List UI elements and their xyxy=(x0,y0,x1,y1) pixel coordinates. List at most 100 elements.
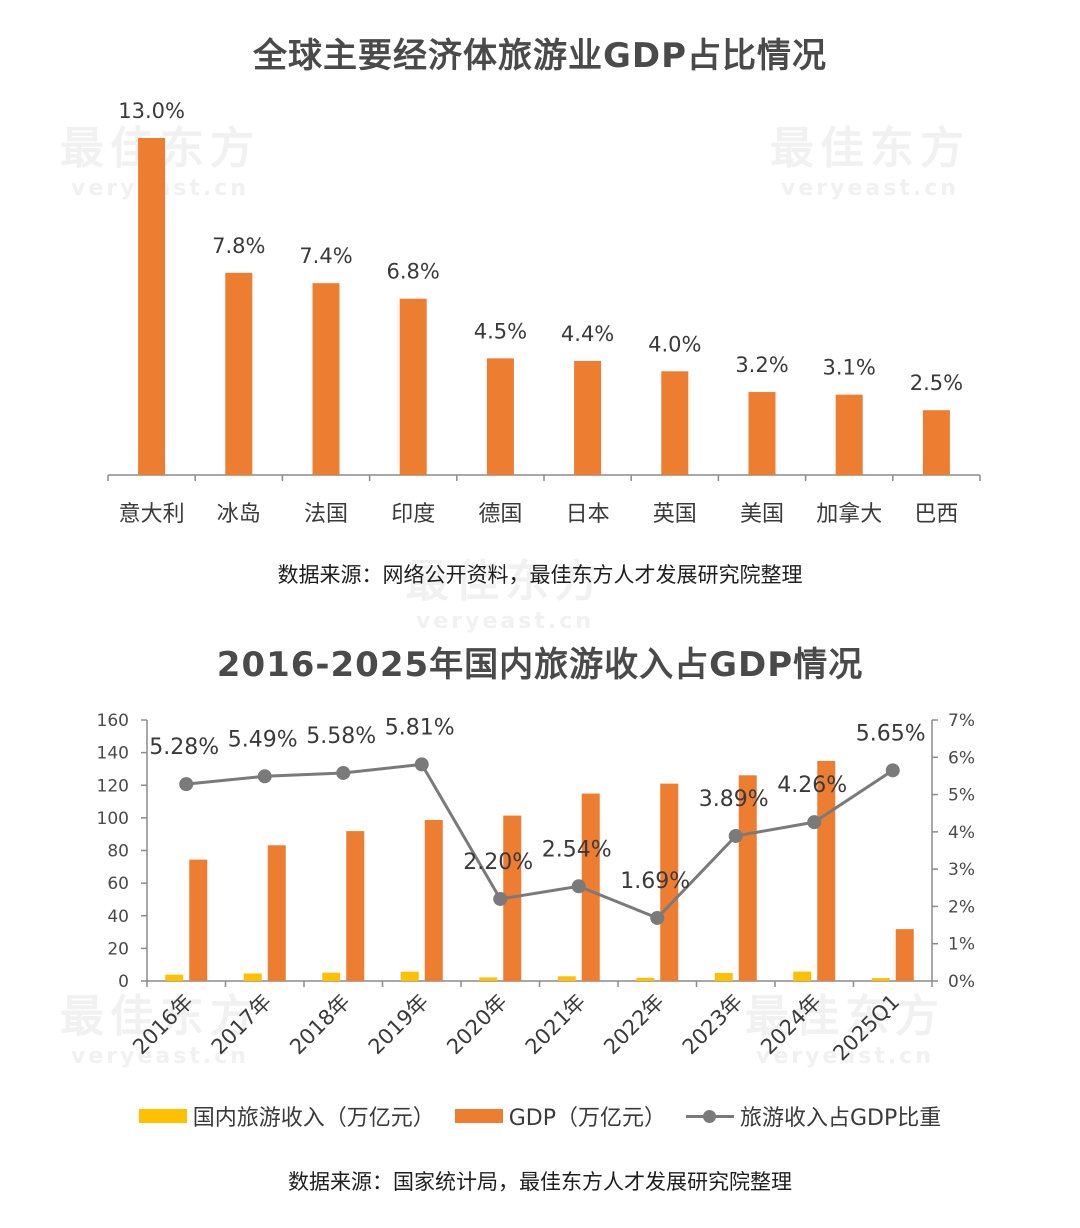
chart2-right-tick-label: 7% xyxy=(948,711,975,731)
chart2-ratio-point xyxy=(571,879,586,894)
chart2-category-label: 2017年 xyxy=(207,990,277,1060)
chart2-right-tick-label: 2% xyxy=(948,897,975,917)
chart2-bar-tourism-income xyxy=(243,973,262,981)
chart2-left-tick-label: 120 xyxy=(97,776,129,796)
chart2-title: 2016-2025年国内旅游收入占GDP情况 xyxy=(216,645,864,685)
chart2-category-label: 2025Q1 xyxy=(828,990,904,1066)
chart2-category-label: 2021年 xyxy=(521,990,591,1060)
chart2-right-tick-label: 3% xyxy=(948,860,975,880)
chart2-ratio-label: 3.89% xyxy=(699,787,769,812)
chart2-ratio-point xyxy=(493,891,508,906)
chart1-bar xyxy=(399,298,427,475)
chart2-right-tick-label: 1% xyxy=(948,935,975,955)
chart1-category-label: 印度 xyxy=(391,502,435,527)
chart2-right-tick-label: 4% xyxy=(948,823,975,843)
chart2-bar-tourism-income xyxy=(871,978,890,981)
chart1-category-label: 美国 xyxy=(740,502,784,527)
chart2-bar-tourism-income xyxy=(793,971,812,981)
chart1-bar xyxy=(661,371,689,475)
chart2-bar-tourism-income xyxy=(714,973,733,981)
chart2-left-tick-label: 140 xyxy=(97,744,129,764)
chart2-ratio-label: 5.65% xyxy=(856,721,926,746)
chart1-category-label: 法国 xyxy=(304,502,348,527)
chart2-right-tick-label: 5% xyxy=(948,786,975,806)
chart2-left-tick-label: 160 xyxy=(97,711,129,731)
legend-item-ratio: 旅游收入占GDP比重 xyxy=(686,1100,941,1132)
chart1-data-label: 4.5% xyxy=(474,319,527,343)
chart1-source: 数据来源：网络公开资料，最佳东方人才发展研究院整理 xyxy=(277,563,803,587)
chart2-bar-gdp xyxy=(424,819,443,981)
legend-label: GDP（万亿元） xyxy=(508,1106,666,1131)
chart1-data-label: 3.2% xyxy=(735,353,788,377)
chart2-bar-tourism-income xyxy=(322,972,341,981)
chart2-ratio-label: 4.26% xyxy=(777,773,847,798)
chart2-bar-gdp xyxy=(346,831,365,981)
chart2-category-label: 2020年 xyxy=(442,990,512,1060)
chart2-right-tick-label: 6% xyxy=(948,748,975,768)
legend-item-tourism-income: 国内旅游收入（万亿元） xyxy=(138,1100,435,1132)
chart1-title: 全球主要经济体旅游业GDP占比情况 xyxy=(252,36,828,76)
chart1-data-label: 7.4% xyxy=(299,244,352,268)
legend-swatch-line xyxy=(686,1109,734,1123)
chart1-bar xyxy=(225,272,253,475)
chart1-bar xyxy=(748,392,776,475)
chart2-bar-tourism-income xyxy=(557,976,576,981)
chart2-left-tick-label: 40 xyxy=(107,907,129,927)
chart2-ratio-line xyxy=(186,762,894,920)
chart1-data-label: 2.5% xyxy=(910,371,963,395)
chart1-data-label: 13.0% xyxy=(118,99,185,123)
chart2-left-tick-label: 0 xyxy=(118,972,129,992)
legend-label: 国内旅游收入（万亿元） xyxy=(192,1106,435,1131)
chart2-bar-gdp xyxy=(895,929,914,981)
chart1-data-label: 7.8% xyxy=(212,234,265,258)
chart1-category-label: 日本 xyxy=(566,502,610,527)
chart1-data-label: 6.8% xyxy=(387,260,440,284)
legend-swatch-orange xyxy=(454,1109,503,1123)
chart2-bar-gdp xyxy=(738,775,757,981)
chart2-ratio-point xyxy=(336,765,351,780)
chart2-left-tick-label: 80 xyxy=(107,842,129,862)
chart2-ratio-point xyxy=(650,910,665,925)
legend-swatch-yellow xyxy=(138,1109,187,1123)
chart2-bar-tourism-income xyxy=(479,977,498,981)
chart1-data-label: 3.1% xyxy=(823,356,876,380)
chart1-bar xyxy=(574,360,602,475)
chart1-data-label: 4.4% xyxy=(561,322,614,346)
chart2-bar-gdp xyxy=(660,783,679,981)
chart2-category-label: 2019年 xyxy=(364,990,434,1060)
chart1-category-label: 意大利 xyxy=(119,502,185,527)
chart2-ratio-label: 5.58% xyxy=(306,724,376,749)
chart1-bar xyxy=(922,410,950,475)
chart2-bar-tourism-income xyxy=(636,977,655,981)
chart2-ratio-label: 5.28% xyxy=(149,735,219,760)
chart1-category-label: 英国 xyxy=(653,502,697,527)
legend-label: 旅游收入占GDP比重 xyxy=(740,1106,942,1131)
chart2-bar-gdp xyxy=(189,859,208,981)
chart2-bar-tourism-income xyxy=(165,974,184,981)
chart2-left-tick-label: 60 xyxy=(107,874,129,894)
chart2-ratio-point xyxy=(807,815,822,830)
chart2-bar-tourism-income xyxy=(400,971,419,981)
chart1-category-label: 德国 xyxy=(478,502,522,527)
chart2-source: 数据来源：国家统计局，最佳东方人才发展研究院整理 xyxy=(288,1170,792,1194)
chart2-ratio-point xyxy=(179,777,194,792)
chart2-ratio-label: 2.54% xyxy=(542,837,612,862)
chart2-bar-gdp xyxy=(267,845,286,981)
chart1-bar xyxy=(312,283,340,475)
chart2-bar-gdp xyxy=(581,793,600,981)
chart2-category-label: 2023年 xyxy=(678,990,748,1060)
chart2-category-label: 2022年 xyxy=(599,990,669,1060)
chart1-bar xyxy=(138,138,166,475)
chart1-category-label: 冰岛 xyxy=(217,502,261,527)
chart2-category-label: 2016年 xyxy=(128,990,198,1060)
chart2-ratio-point xyxy=(257,769,272,784)
chart2-ratio-label: 5.49% xyxy=(228,727,298,752)
chart2-category-label: 2024年 xyxy=(756,990,826,1060)
chart1-category-label: 加拿大 xyxy=(816,501,882,527)
chart1-bar xyxy=(835,394,863,475)
chart2-legend: 国内旅游收入（万亿元） GDP（万亿元） 旅游收入占GDP比重 xyxy=(0,1100,1080,1132)
chart2-left-tick-label: 20 xyxy=(107,939,129,959)
chart2-category-label: 2018年 xyxy=(285,990,355,1060)
chart2-ratio-label: 1.69% xyxy=(620,869,690,894)
